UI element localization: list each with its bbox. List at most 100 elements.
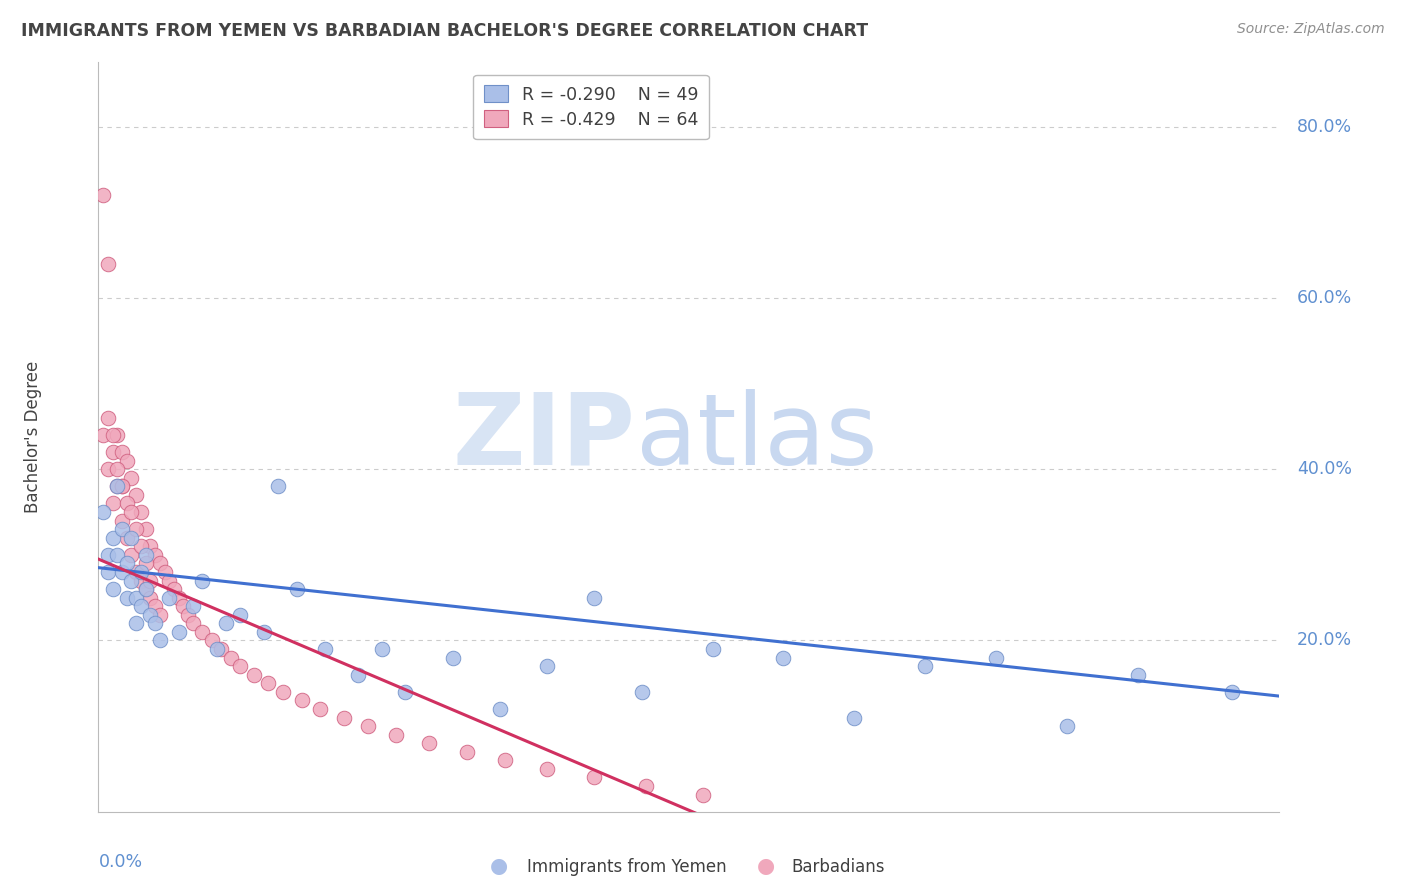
Text: 0.0%: 0.0% <box>98 853 142 871</box>
Point <box>97 257 120 271</box>
Point <box>536 659 558 673</box>
Point <box>333 710 356 724</box>
Point <box>121 531 143 545</box>
Point <box>309 702 332 716</box>
Point <box>111 479 134 493</box>
Point <box>91 428 114 442</box>
Point <box>149 607 172 622</box>
Point <box>984 650 1007 665</box>
Point <box>494 753 516 767</box>
Point <box>105 479 128 493</box>
Point <box>167 624 190 639</box>
Text: 20.0%: 20.0% <box>1298 632 1353 649</box>
Point <box>105 462 128 476</box>
Point <box>125 616 148 631</box>
Point <box>191 574 214 588</box>
Point <box>583 771 606 785</box>
Point <box>101 445 124 459</box>
Point <box>441 650 464 665</box>
Point <box>630 685 652 699</box>
Point <box>253 624 276 639</box>
Point <box>163 582 186 596</box>
Point <box>157 591 180 605</box>
Point <box>181 616 204 631</box>
Point <box>1220 685 1243 699</box>
Point <box>125 565 148 579</box>
Point <box>115 531 138 545</box>
Point <box>914 659 936 673</box>
Point <box>285 582 308 596</box>
Point <box>357 719 380 733</box>
Point <box>135 548 157 562</box>
Point <box>101 428 124 442</box>
Point <box>153 565 176 579</box>
Point <box>271 685 294 699</box>
Point <box>111 565 134 579</box>
Legend: R = -0.290    N = 49, R = -0.429    N = 64: R = -0.290 N = 49, R = -0.429 N = 64 <box>474 75 709 139</box>
Point <box>229 659 252 673</box>
Point <box>772 650 794 665</box>
Point <box>290 693 312 707</box>
Point <box>177 607 200 622</box>
Point <box>135 582 157 596</box>
Point <box>115 453 138 467</box>
Point <box>143 548 166 562</box>
Text: 40.0%: 40.0% <box>1298 460 1353 478</box>
Text: Source: ZipAtlas.com: Source: ZipAtlas.com <box>1237 22 1385 37</box>
Point <box>149 633 172 648</box>
Point <box>314 642 336 657</box>
Point <box>167 591 190 605</box>
Point <box>101 582 124 596</box>
Point <box>209 642 232 657</box>
Point <box>702 642 724 657</box>
Point <box>135 582 157 596</box>
Point <box>191 624 214 639</box>
Point <box>1056 719 1078 733</box>
Point <box>121 548 143 562</box>
Point <box>121 505 143 519</box>
Point <box>129 574 152 588</box>
Point <box>111 479 134 493</box>
Point <box>139 574 162 588</box>
Point <box>129 565 152 579</box>
Point <box>489 702 512 716</box>
Point <box>219 650 242 665</box>
Point <box>139 539 162 553</box>
Point <box>121 574 143 588</box>
Point <box>267 479 290 493</box>
Text: ●: ● <box>758 856 775 876</box>
Point <box>371 642 394 657</box>
Point <box>129 599 152 614</box>
Point <box>844 710 866 724</box>
Point <box>181 599 204 614</box>
Point <box>115 591 138 605</box>
Point <box>115 496 138 510</box>
Point <box>97 548 120 562</box>
Point <box>91 188 114 202</box>
Text: ●: ● <box>491 856 508 876</box>
Point <box>172 599 194 614</box>
Point <box>139 607 162 622</box>
Point <box>115 557 138 571</box>
Point <box>143 616 166 631</box>
Point <box>394 685 416 699</box>
Point <box>149 557 172 571</box>
Point <box>456 745 478 759</box>
Point <box>257 676 280 690</box>
Text: 80.0%: 80.0% <box>1298 118 1353 136</box>
Text: ZIP: ZIP <box>453 389 636 485</box>
Point <box>692 788 714 802</box>
Point <box>121 471 143 485</box>
Text: Barbadians: Barbadians <box>792 858 886 876</box>
Point <box>101 496 124 510</box>
Point <box>243 667 266 681</box>
Point <box>97 410 120 425</box>
Text: IMMIGRANTS FROM YEMEN VS BARBADIAN BACHELOR'S DEGREE CORRELATION CHART: IMMIGRANTS FROM YEMEN VS BARBADIAN BACHE… <box>21 22 869 40</box>
Point <box>111 445 134 459</box>
Point <box>583 591 606 605</box>
Point <box>105 479 128 493</box>
Point <box>101 531 124 545</box>
Point <box>91 505 114 519</box>
Point <box>215 616 238 631</box>
Point <box>385 728 408 742</box>
